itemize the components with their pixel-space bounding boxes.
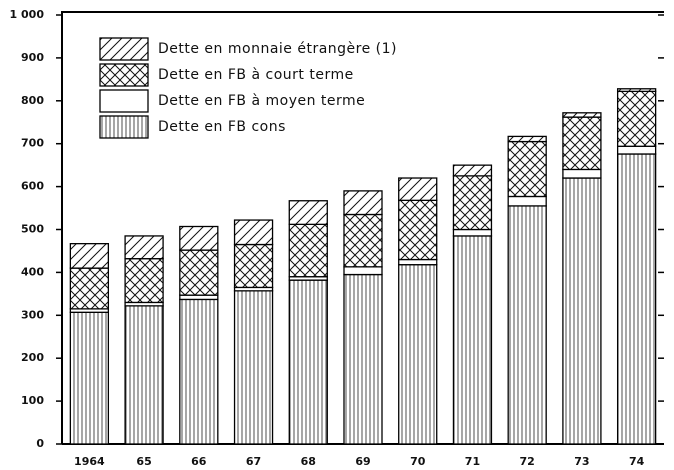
bar-segment	[562, 116, 602, 171]
bar-segment	[507, 135, 547, 143]
bar-segment	[616, 88, 657, 93]
y-tick-label: 0	[36, 437, 44, 450]
bar-segment	[562, 112, 602, 118]
bar-segment	[343, 273, 383, 445]
bar-segment	[124, 235, 164, 260]
bar-segment	[507, 195, 547, 207]
bar-segment	[69, 311, 110, 445]
x-tick-label: 74	[629, 455, 645, 468]
bar-segment	[179, 298, 219, 445]
bar-segment	[288, 200, 328, 226]
bar-segment	[179, 225, 219, 251]
bar-segment	[452, 235, 493, 445]
bar-segment	[69, 267, 110, 310]
legend-label: Dette en FB à court terme	[158, 67, 354, 83]
y-tick-label: 700	[21, 137, 44, 150]
legend-swatch	[99, 89, 149, 113]
bar-segment	[452, 228, 493, 237]
legend-swatch	[99, 37, 149, 61]
y-tick-label: 500	[21, 223, 44, 236]
y-tick-label: 300	[21, 308, 44, 321]
x-tick-label: 69	[355, 455, 370, 468]
x-tick-label: 65	[136, 455, 151, 468]
x-tick-label: 66	[191, 455, 207, 468]
bar-segment	[69, 243, 110, 269]
bar-segment	[124, 305, 164, 445]
bar-segment	[233, 243, 274, 289]
y-tick-label: 800	[21, 94, 44, 107]
x-tick-label: 70	[410, 455, 426, 468]
bar-segment	[179, 249, 219, 296]
bar-segment	[507, 140, 547, 198]
bar-segment	[233, 219, 274, 246]
bar-segment	[124, 258, 164, 304]
bar-segment	[233, 290, 274, 445]
bar-segment	[398, 199, 438, 261]
bar-segment	[616, 145, 657, 155]
bar-segment	[616, 153, 657, 445]
y-tick-label: 400	[21, 265, 44, 278]
y-tick-label: 100	[21, 394, 44, 407]
legend-swatch	[99, 63, 149, 87]
y-tick-label: 200	[21, 351, 44, 364]
legend-label: Dette en FB à moyen terme	[158, 93, 365, 109]
x-tick-label: 72	[520, 455, 535, 468]
y-tick-label: 900	[21, 51, 44, 64]
bar-segment	[507, 205, 547, 445]
bar-segment	[616, 90, 657, 147]
bar-segment	[398, 258, 438, 266]
y-tick-label: 1 000	[10, 8, 45, 21]
frame	[61, 11, 664, 444]
legend-label: Dette en FB cons	[158, 119, 286, 135]
x-tick-label: 67	[246, 455, 261, 468]
x-tick-label: 71	[465, 455, 480, 468]
bar-segment	[343, 190, 383, 216]
bar-segment	[562, 168, 602, 179]
x-tick-label: 73	[574, 455, 589, 468]
bar-segment	[398, 177, 438, 201]
legend-swatch	[99, 115, 149, 139]
bar-segment	[288, 223, 328, 278]
bar-segment	[452, 175, 493, 231]
legend-label: Dette en monnaie étrangère (1)	[158, 41, 397, 57]
y-tick-label: 600	[21, 180, 44, 193]
x-tick-label: 68	[301, 455, 316, 468]
bar-segment	[562, 177, 602, 445]
bar-segment	[343, 266, 383, 276]
bar-segment	[452, 164, 493, 177]
bar-segment	[288, 279, 328, 445]
x-tick-label: 1964	[74, 455, 105, 468]
bar-segment	[398, 264, 438, 445]
bar-segment	[343, 213, 383, 268]
